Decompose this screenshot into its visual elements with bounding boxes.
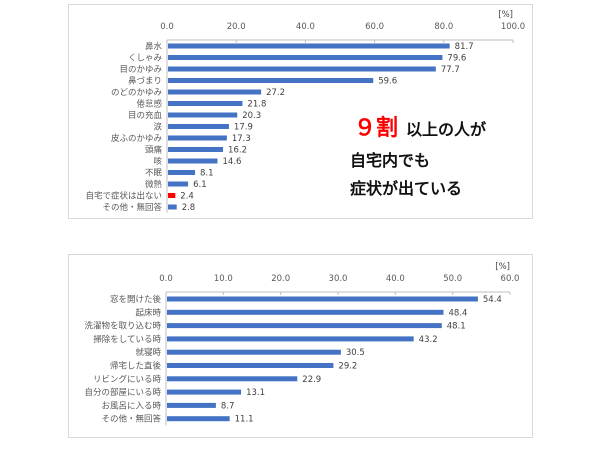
category-label: 倦怠感 (136, 99, 162, 110)
annotation-highlight: ９割 (354, 115, 398, 141)
x-tick-label: 30.0 (329, 274, 348, 284)
data-label: 6.1 (193, 180, 207, 190)
data-label: 13.1 (246, 388, 265, 398)
data-label: 48.4 (448, 308, 467, 318)
category-label: 鼻水 (145, 41, 163, 52)
category-label: 鼻づまり (128, 76, 162, 87)
data-label: 17.9 (234, 123, 253, 133)
bar (168, 101, 243, 106)
category-label: 窓を開けた後 (110, 294, 162, 305)
category-label: 咳 (153, 156, 162, 167)
x-tick-label: 60.0 (501, 274, 520, 284)
category-label: 掃除をしている時 (93, 334, 161, 345)
data-label: 81.7 (455, 42, 474, 52)
x-tick-label: 40.0 (296, 22, 315, 32)
data-label: 22.9 (302, 375, 321, 385)
bar (167, 323, 442, 329)
bar (168, 124, 229, 129)
category-label: くしゃみ (128, 54, 163, 64)
unit-label: [%] (495, 262, 510, 272)
category-label: 不眠 (145, 169, 163, 179)
data-label: 43.2 (419, 335, 438, 345)
x-tick-label: 10.0 (214, 274, 233, 284)
x-tick-label: 50.0 (443, 274, 462, 284)
x-tick-label: 100.0 (501, 22, 525, 32)
bar (167, 349, 341, 355)
bar (168, 181, 189, 187)
data-label: 21.8 (247, 100, 266, 110)
x-tick-label: 0.0 (160, 22, 174, 32)
category-label: 自分の部屋にいる時 (84, 387, 161, 398)
data-label: 77.7 (441, 65, 460, 75)
category-label: のどのかゆみ (111, 88, 163, 98)
x-tick-label: 40.0 (386, 274, 405, 284)
data-label: 8.1 (200, 169, 214, 179)
category-label: その他・無回答 (102, 202, 162, 213)
bar (168, 55, 443, 60)
data-label: 59.6 (378, 77, 397, 87)
annotation-line2: 自宅内でも (350, 151, 430, 170)
data-label: 29.2 (338, 362, 357, 372)
category-label: 起床時 (135, 307, 161, 318)
category-label: 洗濯物を取り込む時 (84, 321, 161, 332)
chart1-annotation: ９割 以上の人が 自宅内でも 症状が出ている (350, 115, 486, 198)
x-tick-label: 20.0 (271, 274, 290, 284)
data-label: 2.8 (182, 203, 196, 213)
data-label: 79.6 (447, 54, 466, 64)
category-label: 目のかゆみ (119, 65, 162, 75)
bar (167, 363, 334, 368)
data-label: 8.7 (221, 401, 235, 411)
category-label: その他・無回答 (101, 414, 161, 425)
bar (168, 135, 227, 141)
data-label: 17.3 (232, 134, 251, 144)
category-label: リビングにいる時 (93, 374, 162, 385)
bar (167, 402, 216, 408)
bar (168, 193, 176, 198)
x-tick-label: 20.0 (227, 22, 246, 32)
category-label: 帰宅した直後 (110, 361, 162, 372)
data-label: 27.2 (266, 88, 285, 98)
category-label: 就寝時 (135, 347, 161, 358)
bar (168, 158, 218, 164)
bar (168, 112, 238, 118)
data-label: 48.1 (447, 322, 466, 332)
bar (167, 296, 478, 302)
data-label: 16.2 (228, 146, 247, 156)
chart1: [%] 0.0 20.0 40.0 60.0 80.0 100.0 鼻水 81.7 くしゃみ 79.… (85, 10, 525, 213)
category-label: 涙 (153, 122, 162, 133)
bar (168, 66, 436, 72)
bar (167, 376, 298, 382)
category-label: 自宅で症状は出ない (85, 191, 162, 202)
data-label: 54.4 (483, 295, 502, 305)
category-label: 微熱 (145, 179, 163, 190)
data-label: 30.5 (346, 348, 365, 358)
unit-label: [%] (498, 10, 513, 20)
annotation-line1: 以上の人が (406, 120, 486, 139)
bar (168, 204, 177, 210)
chart2-frame (68, 254, 533, 438)
category-label: 頭痛 (145, 145, 163, 156)
data-label: 11.1 (235, 415, 254, 425)
bar (168, 43, 450, 49)
bar (168, 78, 374, 83)
category-label: お風呂に入る時 (101, 401, 161, 411)
data-label: 14.6 (223, 157, 242, 167)
bar (168, 89, 262, 95)
bar (168, 170, 196, 175)
bar (167, 336, 414, 342)
category-label: 皮ふのかゆみ (111, 133, 163, 144)
bar (167, 309, 444, 315)
annotation-line3: 症状が出ている (350, 179, 462, 198)
bar (167, 389, 242, 395)
bar (167, 416, 230, 422)
category-label: 目の充血 (128, 110, 163, 121)
x-tick-label: 0.0 (159, 274, 173, 284)
x-tick-label: 60.0 (365, 22, 384, 32)
chart2: [%] 0.0 10.0 20.0 30.0 40.0 50.0 60.0 窓を開けた後 54.4… (84, 262, 520, 426)
x-tick-label: 80.0 (434, 22, 453, 32)
data-label: 20.3 (242, 111, 261, 121)
bar (168, 147, 224, 152)
data-label: 2.4 (180, 192, 194, 202)
